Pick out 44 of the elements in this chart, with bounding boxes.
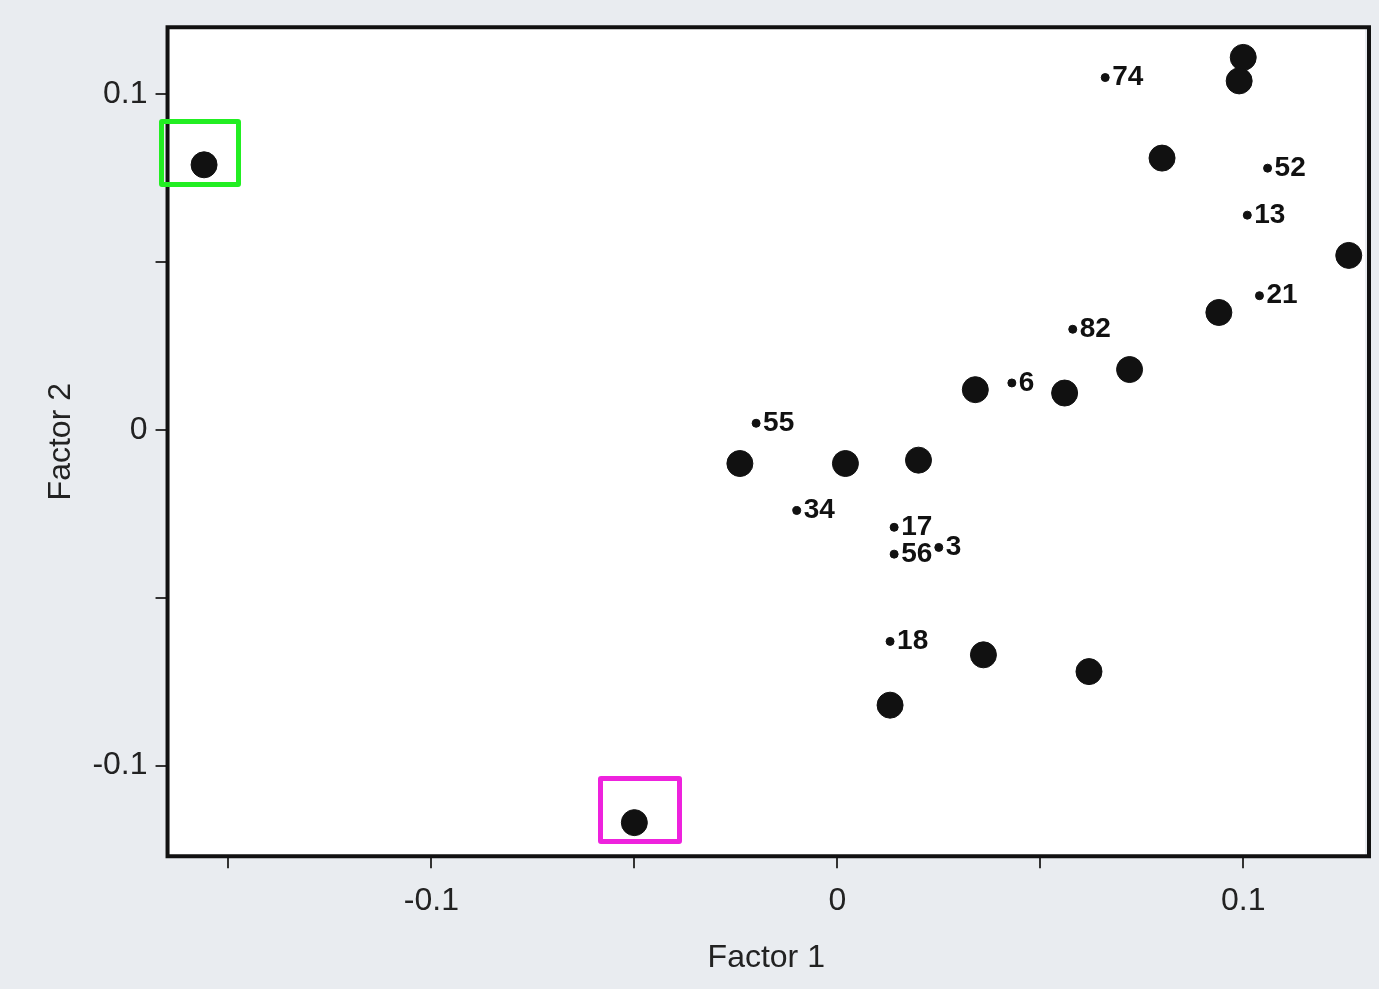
y-tick-label: -0.1 xyxy=(92,745,148,782)
series-label: 34 xyxy=(803,493,836,525)
point xyxy=(889,549,899,559)
point xyxy=(831,450,859,478)
point xyxy=(1075,658,1103,686)
x-tick-label: 0.1 xyxy=(1220,881,1266,918)
point xyxy=(1229,43,1257,71)
series-label: 74 xyxy=(1112,60,1144,92)
point xyxy=(1205,298,1233,326)
point xyxy=(1007,378,1017,388)
point xyxy=(889,522,899,532)
point xyxy=(1263,163,1273,173)
x-tick-label: -0.1 xyxy=(403,881,459,918)
x-axis-title: Factor 1 xyxy=(707,937,825,974)
series-label: 82 xyxy=(1079,311,1111,343)
point xyxy=(726,450,754,478)
point xyxy=(904,446,932,474)
y-tick-label: 0.1 xyxy=(103,74,148,111)
point xyxy=(1225,67,1253,95)
series-label: 6 xyxy=(1018,365,1035,397)
series-label: 18 xyxy=(897,624,929,656)
y-axis-title: Factor 2 xyxy=(41,383,78,501)
point xyxy=(1335,241,1363,269)
point xyxy=(885,636,895,646)
point xyxy=(961,376,989,404)
point xyxy=(1148,144,1176,172)
x-tick-label: 0 xyxy=(828,881,847,918)
point xyxy=(1051,379,1079,407)
series-label: 3 xyxy=(945,530,962,562)
point xyxy=(934,542,944,552)
point xyxy=(792,506,802,515)
series-label: 55 xyxy=(763,405,795,437)
point xyxy=(1068,324,1078,334)
point xyxy=(1116,356,1144,384)
series-label: 52 xyxy=(1274,150,1306,182)
point xyxy=(876,691,904,719)
series-label: 21 xyxy=(1266,278,1298,310)
point xyxy=(1242,210,1252,220)
point xyxy=(1254,291,1264,301)
point xyxy=(1100,73,1110,83)
point xyxy=(751,418,761,428)
series-label: 13 xyxy=(1254,197,1286,229)
point xyxy=(969,641,997,669)
y-tick-label: 0 xyxy=(129,409,148,446)
